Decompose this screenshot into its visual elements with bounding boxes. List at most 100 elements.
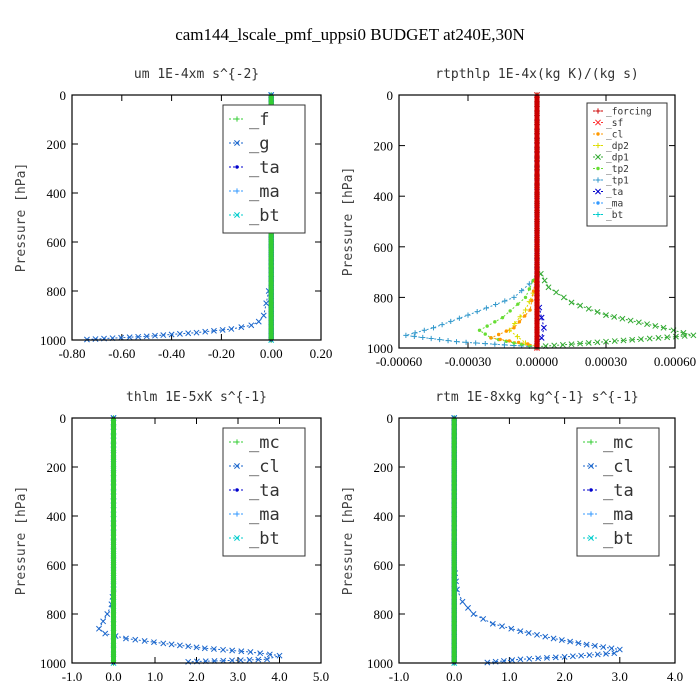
data-point	[534, 336, 540, 342]
data-point	[585, 339, 592, 346]
data-point	[451, 439, 457, 446]
x-tick-label: 4.0	[271, 669, 287, 684]
data-point	[168, 331, 175, 338]
data-point	[110, 619, 117, 625]
data-point	[638, 336, 644, 343]
x-tick-label: -0.00030	[445, 354, 492, 369]
data-point	[534, 631, 540, 638]
x-tick-label: 1.0	[147, 669, 163, 684]
legend-label: _ta	[249, 158, 280, 178]
data-point	[603, 312, 609, 319]
data-point	[534, 236, 540, 243]
figure-title: cam144_lscale_pmf_uppsi0 BUDGET at240E,3…	[175, 25, 525, 44]
data-point	[534, 137, 540, 143]
data-point	[268, 239, 274, 245]
legend-label: _ma	[606, 198, 623, 209]
legend-marker	[596, 132, 600, 136]
x-tick-label: 0.0	[105, 669, 121, 684]
data-point	[451, 619, 457, 625]
data-point	[535, 655, 542, 662]
legend-label: _g	[249, 134, 269, 154]
data-point	[185, 330, 192, 337]
data-point	[534, 309, 540, 315]
data-point	[608, 645, 615, 652]
plot-title: thlm 1E-5xK s^{-1}	[126, 390, 267, 405]
plot-1: um 1E-4xm s^{-2} Pressure [hPa] -0.80 -0.60…	[14, 67, 332, 361]
data-point	[451, 472, 457, 478]
data-point	[268, 312, 274, 319]
data-point	[202, 328, 209, 335]
data-point	[451, 423, 457, 429]
data-point	[110, 431, 117, 437]
legend-marker	[595, 177, 601, 183]
data-point	[229, 657, 235, 664]
data-point	[538, 314, 545, 321]
data-point	[504, 329, 509, 333]
data-point	[646, 335, 653, 342]
legend-label: _ma	[249, 182, 280, 202]
data-point	[498, 337, 502, 342]
legend-label: _mc	[249, 433, 280, 453]
data-point	[545, 284, 552, 291]
plot-frame	[71, 417, 322, 664]
data-point	[534, 327, 540, 333]
y-tick-label: 200	[47, 137, 67, 152]
legend-label: _cl	[249, 457, 280, 477]
data-point	[248, 322, 255, 329]
data-point	[627, 317, 634, 324]
x-tick-label: 2.0	[188, 669, 204, 684]
legend-marker	[588, 511, 594, 517]
data-point	[534, 218, 540, 225]
data-point	[552, 654, 559, 661]
data-point	[616, 646, 623, 653]
data-point	[496, 332, 501, 337]
plot-frame	[398, 417, 676, 664]
plot-4: rtm 1E-8xkg kg^{-1} s^{-1} Pressure [hPa]…	[341, 390, 683, 684]
data-point	[502, 298, 508, 304]
legend-label: _sf	[606, 118, 623, 129]
data-point	[516, 302, 520, 306]
y-tick-label: 0	[60, 88, 67, 103]
legend-marker	[234, 188, 240, 194]
data-point	[629, 336, 636, 343]
x-tick-label: -1.0	[62, 669, 83, 684]
data-point	[110, 448, 117, 454]
data-point	[451, 513, 457, 519]
data-point	[168, 641, 175, 648]
data-point	[229, 647, 236, 654]
data-point	[143, 333, 150, 340]
data-point	[534, 209, 540, 216]
data-point	[451, 546, 457, 552]
legend-marker	[595, 119, 601, 126]
data-point	[528, 308, 532, 312]
legend-marker	[234, 140, 240, 146]
data-point	[500, 315, 505, 320]
plot-frame	[398, 94, 676, 349]
data-point	[92, 336, 99, 343]
data-point	[451, 431, 457, 437]
data-point	[534, 282, 540, 288]
data-point	[534, 146, 540, 152]
data-point	[511, 294, 517, 300]
data-point	[534, 200, 540, 207]
data-point	[542, 633, 549, 640]
data-point	[152, 332, 158, 339]
data-point	[451, 529, 457, 535]
legend-label: _cl	[603, 457, 634, 477]
y-axis-label: Pressure [hPa]	[14, 486, 29, 596]
y-tick-label: 400	[47, 509, 67, 524]
legend-box	[222, 427, 306, 557]
legend-marker	[235, 488, 239, 492]
x-tick-label: 0.20	[310, 346, 333, 361]
data-point	[439, 321, 445, 328]
data-point	[110, 472, 117, 478]
y-tick-label: 600	[374, 558, 394, 573]
data-point	[104, 611, 111, 617]
legend-marker	[595, 154, 601, 160]
data-point	[543, 654, 550, 661]
data-point	[110, 570, 117, 576]
data-point	[526, 342, 530, 346]
data-point	[577, 340, 584, 347]
y-tick-label: 800	[47, 284, 67, 299]
legend-box	[586, 102, 668, 227]
